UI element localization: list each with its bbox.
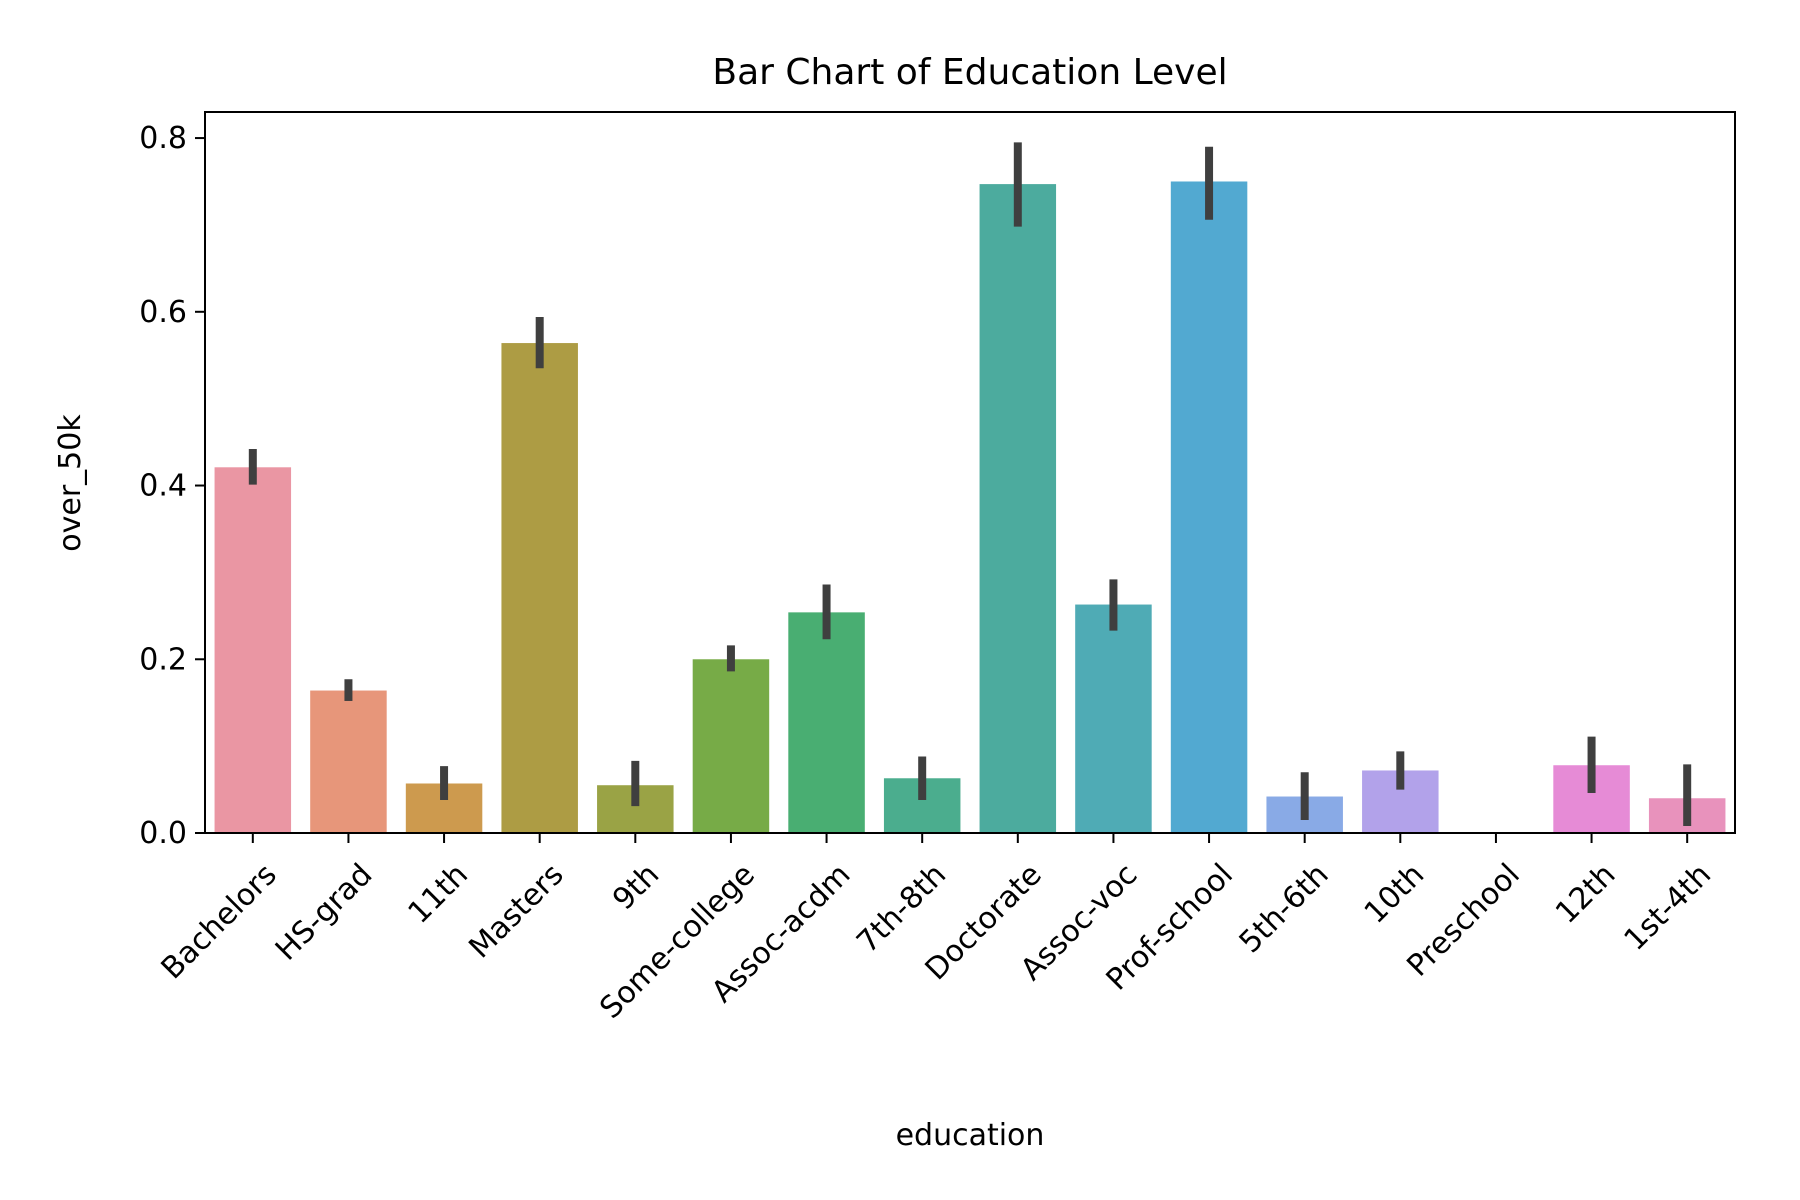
bar-masters <box>501 343 578 833</box>
y-tick-label: 0.6 <box>139 295 187 330</box>
bar-hs-grad <box>310 690 387 833</box>
y-tick-label: 0.0 <box>139 816 187 851</box>
x-tick-label: Masters <box>462 857 570 965</box>
bar-prof-school <box>1170 181 1248 834</box>
y-axis-title: over_50k <box>53 414 88 552</box>
bars-layer <box>214 181 1726 834</box>
x-tick-label: 10th <box>1358 857 1432 931</box>
x-tick-label: 5th-6th <box>1233 857 1336 960</box>
x-tick-label: HS-grad <box>269 857 379 967</box>
y-axis-ticks: 0.0 0.2 0.4 0.6 0.8 <box>139 121 205 851</box>
bar-bachelors <box>214 467 292 833</box>
y-tick-label: 0.4 <box>139 469 187 504</box>
bar-assoc-acdm <box>788 612 865 833</box>
y-tick-label: 0.2 <box>139 642 187 677</box>
x-tick-label: 1st-4th <box>1618 857 1719 958</box>
x-axis-title: education <box>896 1118 1045 1153</box>
chart-title: Bar Chart of Education Level <box>712 52 1227 93</box>
x-tick-label: Bachelors <box>155 857 284 986</box>
x-tick-label: 12th <box>1549 857 1623 931</box>
bar-assoc-voc <box>1075 604 1152 833</box>
axes-layer <box>204 111 1736 834</box>
x-tick-label: 9th <box>606 857 666 917</box>
plot-frame <box>204 111 1736 834</box>
bar-some-college <box>692 659 770 833</box>
bar-doctorate <box>979 184 1057 834</box>
errorbars-layer <box>248 142 1692 827</box>
y-tick-label: 0.8 <box>139 121 187 156</box>
x-tick-label: 11th <box>401 857 475 931</box>
